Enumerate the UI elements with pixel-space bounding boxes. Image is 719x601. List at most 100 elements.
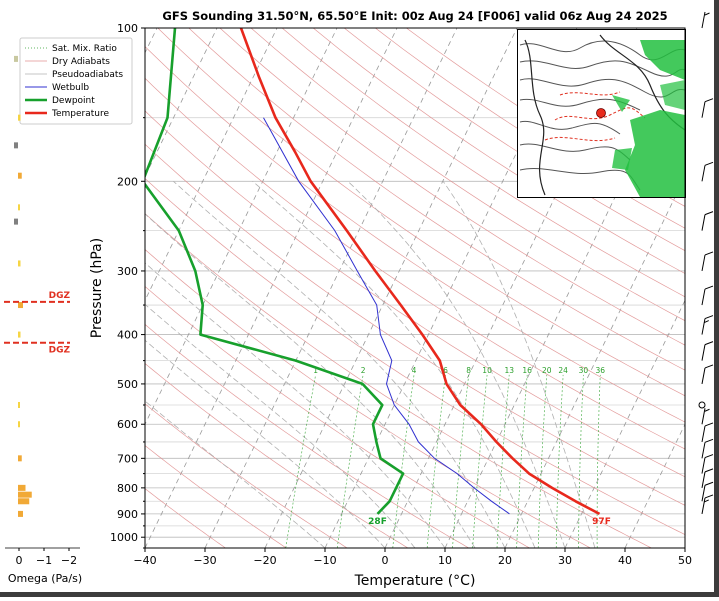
barb-flag bbox=[705, 482, 713, 485]
wind-barbs bbox=[699, 12, 713, 514]
y-tick-label: 200 bbox=[117, 175, 138, 188]
omega-bar bbox=[18, 173, 22, 179]
barb-staff bbox=[702, 255, 705, 271]
x-tick-label: 20 bbox=[498, 554, 512, 567]
wind-barb bbox=[702, 12, 710, 28]
barb-staff bbox=[702, 12, 705, 28]
barb-staff bbox=[702, 165, 705, 181]
mixing-ratio-label: 2 bbox=[361, 366, 366, 375]
y-tick-label: 700 bbox=[117, 452, 138, 465]
mixing-ratio-label: 30 bbox=[579, 366, 589, 375]
legend-label: Dry Adiabats bbox=[52, 57, 110, 67]
omega-bar bbox=[18, 421, 20, 427]
barb-flag bbox=[705, 455, 713, 458]
window-edge-bottom bbox=[0, 592, 719, 597]
x-tick-label: −20 bbox=[253, 554, 276, 567]
mixing-ratio-label: 13 bbox=[504, 366, 514, 375]
window-edge-right bbox=[714, 0, 719, 597]
mixing-ratio-line bbox=[473, 375, 488, 548]
barb-staff bbox=[702, 102, 705, 118]
barb-flag bbox=[705, 286, 713, 289]
mixing-ratio-line bbox=[286, 375, 316, 548]
x-tick-label: −10 bbox=[313, 554, 336, 567]
surface-temperature-label: 97F bbox=[592, 517, 611, 527]
mixing-ratio-line bbox=[497, 375, 509, 548]
barb-staff bbox=[702, 408, 705, 424]
dgz-label: DGZ bbox=[49, 346, 71, 356]
legend-label: Sat. Mix. Ratio bbox=[52, 44, 117, 54]
wind-barb bbox=[702, 482, 713, 501]
omega-bar bbox=[18, 204, 20, 210]
mixing-ratio-label: 20 bbox=[542, 366, 552, 375]
x-tick-label: 30 bbox=[558, 554, 572, 567]
omega-bar bbox=[18, 260, 21, 266]
barb-flag bbox=[705, 365, 713, 368]
y-tick-label: 800 bbox=[117, 482, 138, 495]
mixing-ratio-label: 24 bbox=[558, 366, 568, 375]
wind-barb bbox=[702, 252, 713, 271]
inset-map bbox=[518, 30, 685, 197]
wind-barb bbox=[702, 423, 713, 442]
barb-staff bbox=[702, 458, 705, 474]
y-tick-label: 500 bbox=[117, 378, 138, 391]
omega-bar bbox=[18, 455, 22, 461]
omega-bar bbox=[18, 115, 21, 121]
omega-bar bbox=[14, 142, 18, 148]
y-axis-label: Pressure (hPa) bbox=[89, 238, 105, 338]
wind-barb bbox=[702, 99, 713, 118]
omega-bar bbox=[18, 498, 29, 504]
pseudoadiabat bbox=[18, 181, 415, 548]
location-marker bbox=[597, 109, 606, 118]
pseudoadiabat bbox=[443, 181, 595, 548]
y-tick-label: 100 bbox=[117, 22, 138, 35]
barb-flag bbox=[705, 469, 713, 472]
x-tick-label: 10 bbox=[438, 554, 452, 567]
x-tick-label: 50 bbox=[678, 554, 692, 567]
y-tick-label: 400 bbox=[117, 329, 138, 342]
y-tick-label: 300 bbox=[117, 265, 138, 278]
wind-barb bbox=[702, 469, 713, 488]
wind-barb bbox=[702, 212, 713, 231]
mixing-ratio-line bbox=[579, 375, 584, 548]
omega-tick-label: −1 bbox=[36, 554, 52, 567]
wind-barb bbox=[702, 495, 713, 514]
barb-flag bbox=[705, 495, 713, 498]
mixing-ratio-label: 8 bbox=[466, 366, 471, 375]
omega-bar bbox=[18, 302, 23, 308]
legend-label: Temperature bbox=[51, 109, 109, 119]
barb-half-flag bbox=[705, 409, 710, 411]
pseudoadiabat bbox=[0, 181, 325, 548]
legend-label: Wetbulb bbox=[52, 83, 89, 93]
mixing-ratio-line bbox=[556, 375, 563, 548]
barb-flag bbox=[705, 212, 713, 215]
wetbulb-line bbox=[264, 118, 510, 514]
calm-wind-circle bbox=[699, 402, 705, 408]
y-tick-label: 600 bbox=[117, 418, 138, 431]
omega-bar bbox=[18, 511, 23, 517]
legend-label: Pseudoadiabats bbox=[52, 70, 123, 80]
barb-staff bbox=[702, 442, 705, 458]
x-tick-label: 0 bbox=[382, 554, 389, 567]
barb-staff bbox=[702, 368, 705, 384]
barb-staff bbox=[702, 215, 705, 231]
wind-barb bbox=[702, 286, 713, 305]
barb-staff bbox=[702, 426, 705, 442]
pseudoadiabat bbox=[0, 181, 385, 548]
legend-label: Dewpoint bbox=[52, 96, 95, 106]
wind-barb bbox=[702, 408, 710, 424]
x-tick-label: −30 bbox=[193, 554, 216, 567]
omega-tick-label: −2 bbox=[61, 554, 77, 567]
mixing-ratio-line bbox=[517, 375, 528, 548]
mixing-ratio-label: 36 bbox=[595, 366, 605, 375]
mixing-ratio-label: 4 bbox=[412, 366, 417, 375]
mixing-ratio-label: 10 bbox=[482, 366, 492, 375]
x-axis-label: Temperature (°C) bbox=[354, 573, 476, 589]
legend: Sat. Mix. Ratio Dry Adiabats Pseudoadiabat… bbox=[20, 38, 132, 124]
mixing-ratio-label: 16 bbox=[522, 366, 532, 375]
x-tick-label: −40 bbox=[133, 554, 156, 567]
barb-flag bbox=[705, 162, 713, 165]
omega-bar bbox=[18, 332, 21, 338]
wind-barb bbox=[702, 365, 713, 384]
